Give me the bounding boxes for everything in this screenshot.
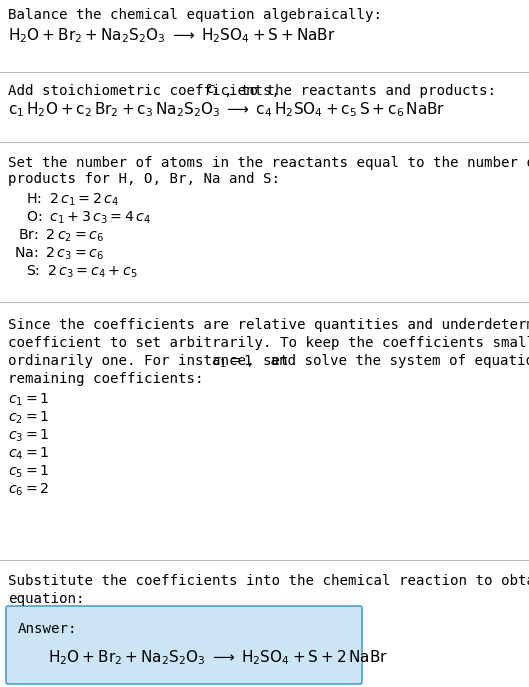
Text: remaining coefficients:: remaining coefficients: — [8, 372, 204, 386]
Text: H:$\;\;2\,c_1 = 2\,c_4$: H:$\;\;2\,c_1 = 2\,c_4$ — [26, 192, 119, 208]
FancyBboxPatch shape — [6, 606, 362, 684]
Text: coefficient to set arbitrarily. To keep the coefficients small, the arbitrary va: coefficient to set arbitrarily. To keep … — [8, 336, 529, 350]
Text: equation:: equation: — [8, 592, 85, 606]
Text: Set the number of atoms in the reactants equal to the number of atoms in the: Set the number of atoms in the reactants… — [8, 156, 529, 170]
Text: O:$\;\;c_1 + 3\,c_3 = 4\,c_4$: O:$\;\;c_1 + 3\,c_3 = 4\,c_4$ — [26, 210, 151, 227]
Text: Br:$\;\;2\,c_2 = c_6$: Br:$\;\;2\,c_2 = c_6$ — [18, 228, 104, 245]
Text: Substitute the coefficients into the chemical reaction to obtain the balanced: Substitute the coefficients into the che… — [8, 574, 529, 588]
Text: $c_1 = 1$: $c_1 = 1$ — [8, 392, 49, 408]
Text: Add stoichiometric coefficients,: Add stoichiometric coefficients, — [8, 84, 288, 98]
Text: $\mathrm{c_1\,H_2O + c_2\,Br_2 + c_3\,Na_2S_2O_3 \;\longrightarrow\; c_4\,H_2SO_: $\mathrm{c_1\,H_2O + c_2\,Br_2 + c_3\,Na… — [8, 100, 445, 119]
Text: $c_4 = 1$: $c_4 = 1$ — [8, 446, 49, 462]
Text: $c_5 = 1$: $c_5 = 1$ — [8, 464, 49, 480]
Text: , to the reactants and products:: , to the reactants and products: — [224, 84, 496, 98]
Text: and solve the system of equations for the: and solve the system of equations for th… — [262, 354, 529, 368]
Text: S:$\;\;2\,c_3 = c_4 + c_5$: S:$\;\;2\,c_3 = c_4 + c_5$ — [26, 264, 138, 280]
Text: $c_2 = 1$: $c_2 = 1$ — [8, 410, 49, 427]
Text: Balance the chemical equation algebraically:: Balance the chemical equation algebraica… — [8, 8, 382, 22]
Text: $\mathrm{H_2O + Br_2 + Na_2S_2O_3 \;\longrightarrow\; H_2SO_4 + S + 2\,NaBr}$: $\mathrm{H_2O + Br_2 + Na_2S_2O_3 \;\lon… — [48, 648, 388, 666]
Text: $c_i$: $c_i$ — [206, 84, 218, 98]
Text: products for H, O, Br, Na and S:: products for H, O, Br, Na and S: — [8, 172, 280, 186]
Text: Answer:: Answer: — [18, 622, 78, 636]
Text: $c_1 = 1$: $c_1 = 1$ — [212, 354, 253, 370]
Text: $c_6 = 2$: $c_6 = 2$ — [8, 482, 49, 498]
Text: $\mathrm{H_2O + Br_2 + Na_2S_2O_3 \;\longrightarrow\; H_2SO_4 + S + NaBr}$: $\mathrm{H_2O + Br_2 + Na_2S_2O_3 \;\lon… — [8, 26, 336, 45]
Text: $c_3 = 1$: $c_3 = 1$ — [8, 428, 49, 444]
Text: Since the coefficients are relative quantities and underdetermined, choose a: Since the coefficients are relative quan… — [8, 318, 529, 332]
Text: Na:$\;\;2\,c_3 = c_6$: Na:$\;\;2\,c_3 = c_6$ — [14, 246, 104, 262]
Text: ordinarily one. For instance, set: ordinarily one. For instance, set — [8, 354, 297, 368]
